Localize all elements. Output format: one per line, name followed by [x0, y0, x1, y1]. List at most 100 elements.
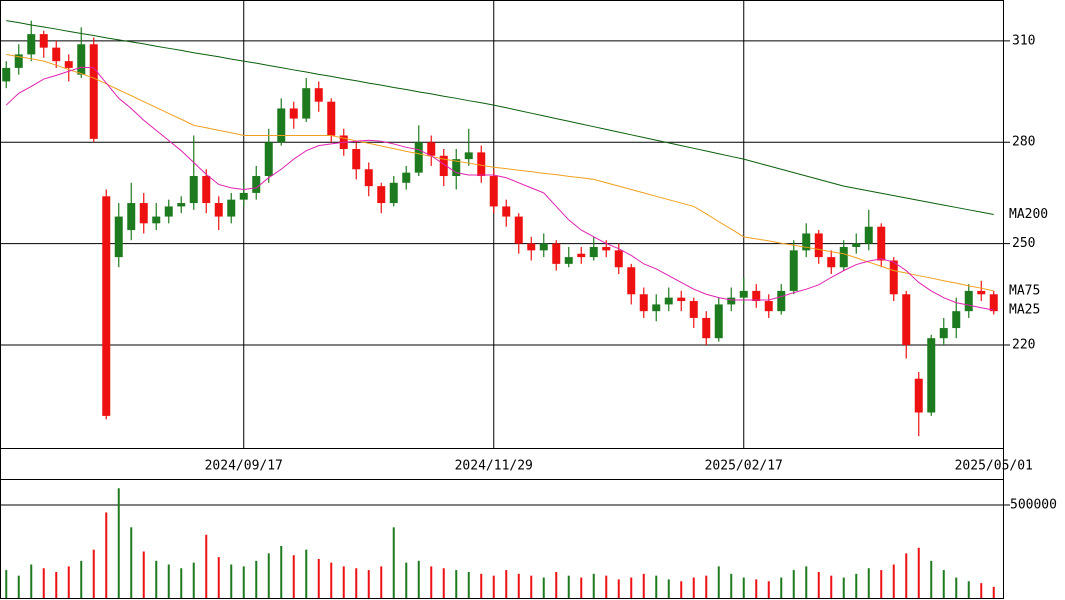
candle-body [789, 250, 798, 291]
volume-bar [555, 571, 558, 598]
volume-bar [905, 553, 908, 598]
volume-bar [305, 549, 308, 598]
candle-body [764, 301, 773, 312]
candle-body [664, 297, 673, 305]
volume-bar [430, 566, 433, 598]
candle-body [714, 304, 723, 339]
candle-body [364, 169, 373, 187]
legend-entry: MA75 [1009, 283, 1040, 298]
volume-bar [955, 577, 958, 598]
candle-body [777, 290, 786, 312]
volume-bar [917, 547, 920, 598]
candle-body [639, 294, 648, 312]
x-tick-label: 2025/05/01 [955, 459, 1033, 474]
volume-bar [355, 568, 358, 598]
candle-body [177, 203, 186, 207]
candle-body [577, 253, 586, 258]
volume-bar [367, 570, 370, 598]
volume-bar [892, 564, 895, 598]
candle-body [839, 246, 848, 268]
candle-body [27, 34, 36, 55]
candle-body [827, 257, 836, 268]
volume-bar [230, 564, 233, 598]
ma-line [6, 53, 994, 292]
candle-body [52, 47, 61, 62]
volume-bar [80, 560, 83, 598]
volume-bar [592, 573, 595, 598]
volume-bar [742, 577, 745, 598]
candle-body [402, 172, 411, 183]
volume-bar [530, 575, 533, 598]
volume-bar [417, 560, 420, 598]
volume-bar [30, 564, 33, 598]
candle-body [989, 294, 998, 312]
candle-body [652, 304, 661, 312]
candle-body [2, 67, 11, 82]
candle-body [852, 243, 861, 247]
y-tick-label: 220 [1012, 337, 1035, 352]
volume-bar [667, 579, 670, 598]
candle-body [939, 328, 948, 339]
y-tick-label: 250 [1012, 236, 1035, 251]
volume-bar [267, 553, 270, 598]
volume-bar [280, 545, 283, 598]
volume-bar [255, 560, 258, 598]
candle-body [602, 246, 611, 251]
volume-bar [142, 551, 145, 598]
candle-body [952, 311, 961, 329]
volume-bar [342, 566, 345, 598]
candle-body [927, 338, 936, 413]
volume-bar [930, 560, 933, 598]
candle-body [914, 378, 923, 413]
volume-bar [780, 577, 783, 598]
candle-body [302, 88, 311, 119]
volume-bar [642, 573, 645, 598]
candle-body [227, 199, 236, 217]
volume-bar [755, 579, 758, 598]
candle-body [514, 216, 523, 244]
volume-bar [155, 560, 158, 598]
candle-body [89, 44, 98, 139]
candle-body [39, 34, 48, 48]
candle-body [489, 176, 498, 207]
candle-body [589, 246, 598, 258]
volume-bar [42, 568, 45, 598]
volume-bar [492, 575, 495, 598]
candle-body [14, 54, 23, 68]
volume-bar [992, 586, 995, 598]
candle-body [389, 182, 398, 204]
candle-body [189, 176, 198, 204]
price-panel [0, 0, 1004, 449]
volume-bar [730, 573, 733, 598]
volume-bar [455, 570, 458, 598]
volume-bar [980, 583, 983, 598]
volume-bar [692, 577, 695, 598]
volume-bar [517, 573, 520, 598]
volume-bar [855, 573, 858, 598]
candle-body [689, 301, 698, 318]
volume-bar [442, 568, 445, 598]
volume-bar [217, 557, 220, 598]
candle-body [539, 243, 548, 251]
volume-bar [467, 571, 470, 598]
candle-body [102, 196, 111, 416]
volume-bar [705, 575, 708, 598]
candle-body [439, 155, 448, 177]
volume-bar [630, 577, 633, 598]
candle-body [527, 243, 536, 251]
volume-bar [680, 581, 683, 598]
candle-body [252, 176, 261, 193]
candle-body [752, 290, 761, 302]
candle-body [552, 243, 561, 264]
candle-body [352, 148, 361, 170]
candle-body [614, 250, 623, 268]
y-tick-label: 500000 [1010, 497, 1057, 512]
candle-body [502, 206, 511, 217]
candle-body [414, 142, 423, 173]
candle-body [314, 88, 323, 102]
candle-body [464, 152, 473, 160]
candle-body [877, 226, 886, 261]
volume-bar [967, 581, 970, 598]
volume-bar [830, 575, 833, 598]
candle-body [139, 203, 148, 224]
